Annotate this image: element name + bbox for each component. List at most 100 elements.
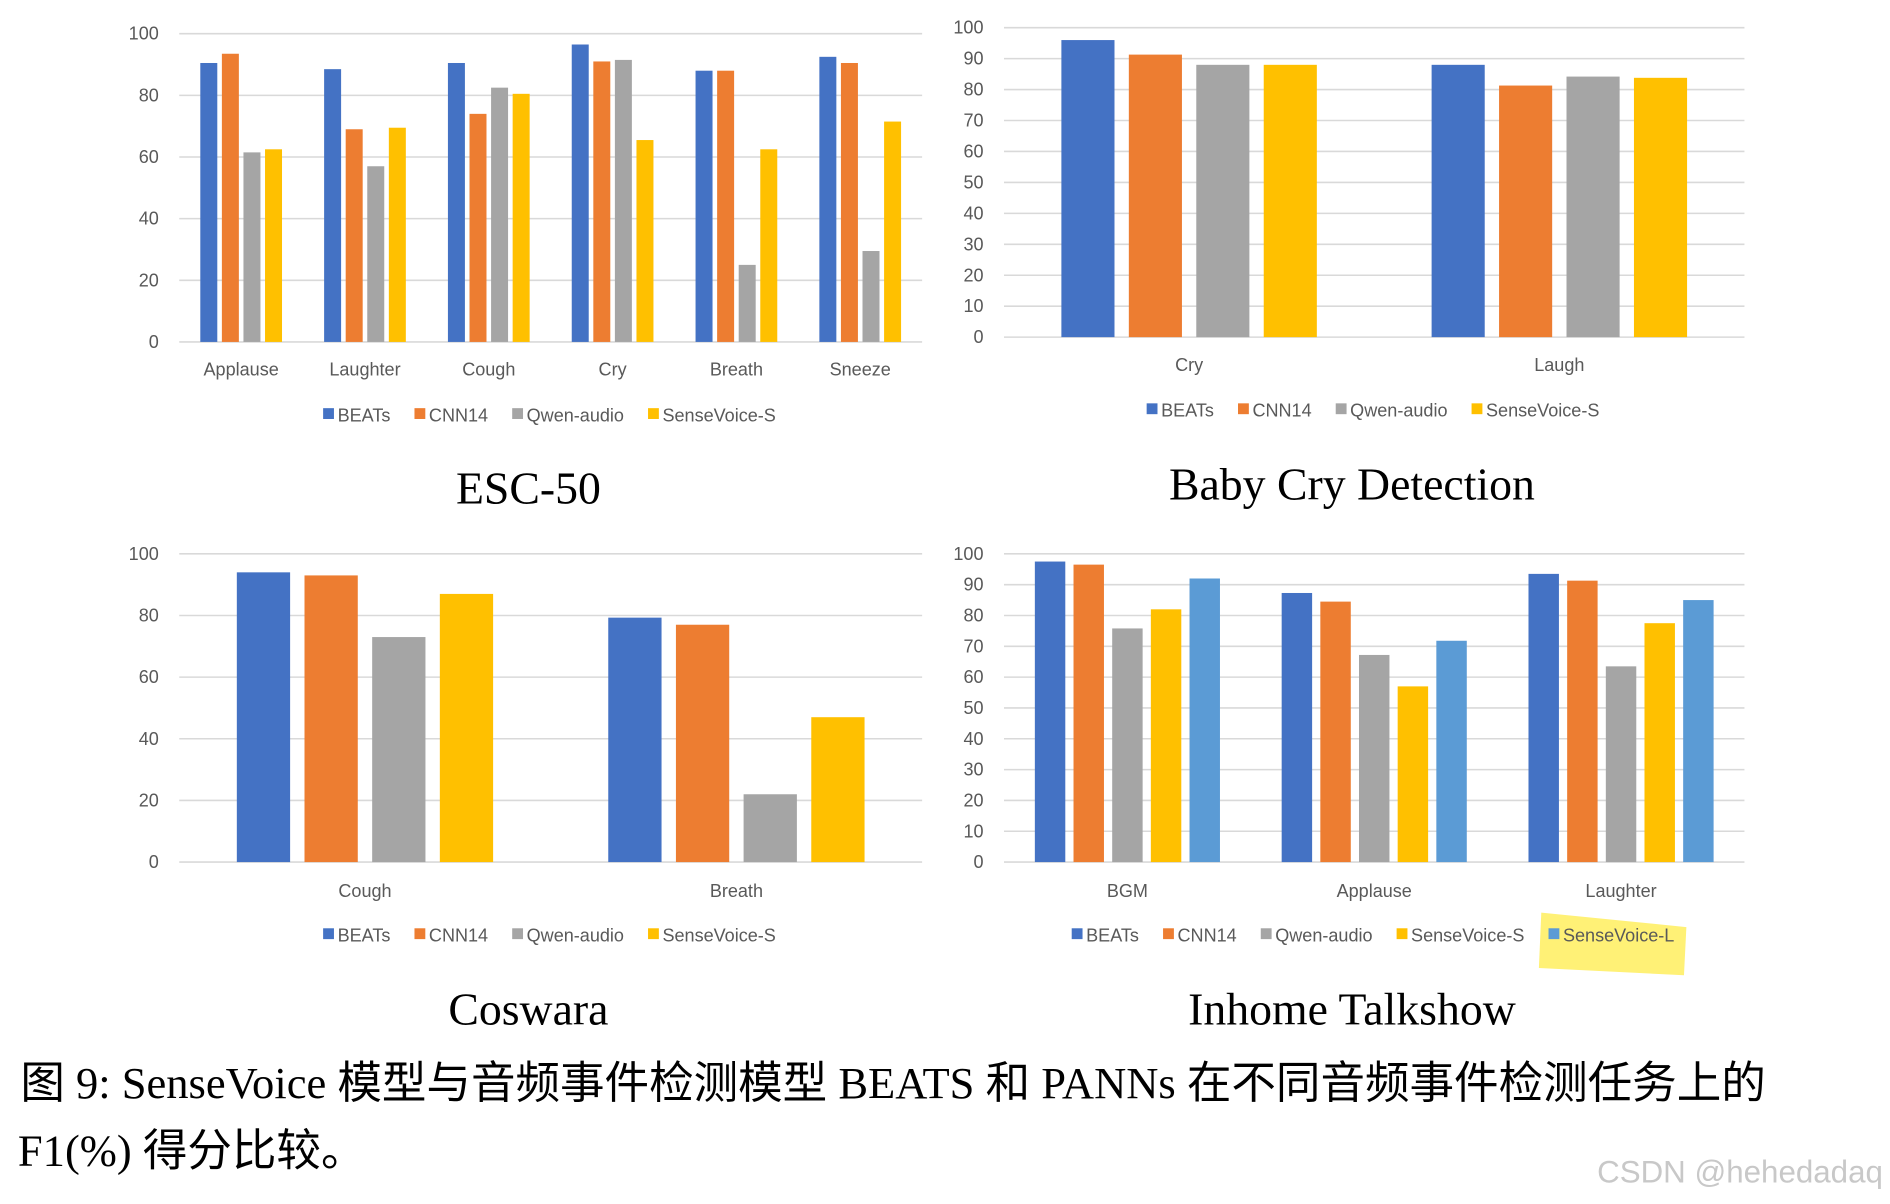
legend-swatch-beats bbox=[1146, 403, 1158, 415]
x-tick-label: Cough bbox=[338, 881, 391, 901]
bar-cnn14-sneeze bbox=[840, 62, 858, 342]
bar-cnn14-applause bbox=[1320, 601, 1351, 863]
bar-qwen-audio-applause bbox=[243, 152, 261, 342]
legend-label: CNN14 bbox=[1252, 401, 1311, 421]
x-tick-label: Cry bbox=[1175, 355, 1203, 375]
legend-swatch-beats bbox=[323, 928, 334, 940]
chart-baby-cry-detection: 0 10 20 30 40 50 60 70 80 90 100 Cry Laugh BEATs CNN14… bbox=[953, 18, 1745, 510]
legend-swatch-sensevoice-s bbox=[648, 408, 659, 419]
y-tick-label: 90 bbox=[963, 49, 983, 69]
bar-sensevoice-s-breath bbox=[811, 717, 865, 863]
y-tick-label: 60 bbox=[963, 667, 983, 687]
highlight-mark bbox=[1538, 912, 1687, 976]
bar-beats-bgm bbox=[1034, 561, 1066, 863]
legend-label: SenseVoice-S bbox=[1486, 401, 1599, 421]
legend: BEATs CNN14 Qwen-audio SenseVoice-S bbox=[323, 926, 776, 946]
bar-sensevoice-s-cough bbox=[512, 93, 530, 342]
legend-label: BEATs bbox=[338, 405, 391, 425]
bar-beats-cough bbox=[447, 62, 465, 342]
y-tick-label: 80 bbox=[963, 606, 983, 626]
x-tick-label: Laughter bbox=[1585, 881, 1656, 901]
legend: BEATs CNN14 Qwen-audio SenseVoice-S SenseVoi… bbox=[1071, 912, 1687, 976]
bar-cnn14-bgm bbox=[1073, 564, 1104, 863]
y-tick-label: 0 bbox=[149, 332, 159, 352]
bar-sensevoice-l-bgm bbox=[1189, 578, 1220, 863]
bar-qwen-audio-sneeze bbox=[862, 251, 880, 342]
x-tick-label: Laughter bbox=[329, 360, 400, 380]
legend-swatch-sensevoice-s bbox=[648, 928, 659, 940]
bar-qwen-audio-bgm bbox=[1112, 628, 1143, 863]
x-tick-label: Breath bbox=[710, 881, 763, 901]
bar-sensevoice-s-breath bbox=[760, 149, 778, 342]
caption-line-1: 图 9: SenseVoice 模型与音频事件检测模型 BEATS 和 PANN… bbox=[20, 1058, 1765, 1108]
bar-sensevoice-s-laughter bbox=[1644, 623, 1675, 863]
y-tick-label: 10 bbox=[963, 296, 983, 316]
y-tick-label: 40 bbox=[139, 729, 159, 749]
bar-beats-breath bbox=[695, 70, 713, 342]
y-tick-label: 40 bbox=[963, 203, 983, 223]
bar-sensevoice-s-cough bbox=[439, 593, 494, 863]
y-tick-label: 70 bbox=[963, 636, 983, 656]
chart-title: Baby Cry Detection bbox=[1169, 459, 1535, 510]
y-tick-label: 60 bbox=[139, 667, 159, 687]
legend-label: SenseVoice-S bbox=[1411, 926, 1524, 946]
chart-inhome-talkshow: 0 10 20 30 40 50 60 70 80 90 100 BGM Applause Laughte… bbox=[953, 544, 1745, 1035]
bar-beats-applause bbox=[1281, 592, 1313, 863]
bar-sensevoice-s-cry bbox=[1263, 64, 1317, 338]
legend-label: Qwen-audio bbox=[527, 405, 624, 425]
y-tick-label: 20 bbox=[139, 270, 159, 290]
legend-swatch-qwen-audio bbox=[1335, 403, 1347, 415]
x-tick-label: Applause bbox=[1337, 881, 1412, 901]
y-tick-label: 100 bbox=[953, 544, 983, 564]
legend-swatch-beats bbox=[1071, 928, 1083, 940]
bar-sensevoice-s-sneeze bbox=[884, 121, 902, 342]
y-tick-label: 100 bbox=[129, 24, 159, 44]
legend-label: Qwen-audio bbox=[1350, 401, 1447, 421]
legend-label: CNN14 bbox=[429, 926, 488, 946]
bar-cnn14-applause bbox=[221, 53, 239, 342]
watermark: CSDN @hehedadaq bbox=[1597, 1154, 1883, 1189]
bar-cnn14-breath bbox=[675, 624, 730, 863]
y-tick-label: 60 bbox=[139, 147, 159, 167]
bar-cnn14-cry bbox=[1128, 54, 1182, 338]
x-tick-label: Laugh bbox=[1534, 355, 1584, 375]
legend-label: SenseVoice-L bbox=[1563, 926, 1674, 946]
bar-cnn14-laugh bbox=[1499, 85, 1553, 338]
y-tick-label: 20 bbox=[963, 790, 983, 810]
bar-beats-laughter bbox=[1528, 573, 1559, 863]
y-tick-label: 50 bbox=[963, 698, 983, 718]
legend-swatch-sensevoice-s bbox=[1396, 928, 1408, 940]
bar-cnn14-laughter bbox=[345, 129, 363, 342]
legend-swatch-qwen-audio bbox=[512, 408, 524, 419]
bar-beats-laugh bbox=[1431, 64, 1485, 338]
bar-sensevoice-s-laugh bbox=[1633, 77, 1688, 338]
legend-swatch-qwen-audio bbox=[1260, 928, 1272, 940]
legend-swatch-qwen-audio bbox=[512, 928, 524, 940]
chart-esc-50: 0 20 40 60 80 100 Applause Laughter Cough Cry Brea… bbox=[129, 24, 923, 513]
bar-cnn14-laughter bbox=[1567, 580, 1598, 863]
legend-label: SenseVoice-S bbox=[662, 926, 775, 946]
legend-label: CNN14 bbox=[429, 405, 488, 425]
legend-label: Qwen-audio bbox=[527, 926, 624, 946]
legend-label: Qwen-audio bbox=[1275, 926, 1372, 946]
chart-title: ESC-50 bbox=[456, 462, 601, 513]
legend-label: CNN14 bbox=[1178, 926, 1237, 946]
y-tick-label: 100 bbox=[953, 18, 983, 38]
legend-swatch-sensevoice-l bbox=[1548, 928, 1560, 940]
bar-beats-laughter bbox=[324, 69, 342, 342]
x-tick-label: Breath bbox=[710, 360, 763, 380]
legend-label: BEATs bbox=[338, 926, 391, 946]
bar-cnn14-cough bbox=[304, 575, 358, 863]
bar-beats-cry bbox=[571, 44, 589, 342]
y-tick-label: 80 bbox=[139, 606, 159, 626]
bar-sensevoice-s-laughter bbox=[388, 127, 406, 342]
bar-qwen-audio-cry bbox=[614, 59, 632, 342]
y-tick-label: 70 bbox=[963, 111, 983, 131]
bar-sensevoice-l-applause bbox=[1436, 640, 1467, 863]
legend-swatch-cnn14 bbox=[1163, 928, 1174, 940]
bar-sensevoice-s-applause bbox=[265, 149, 283, 342]
legend-swatch-cnn14 bbox=[414, 408, 426, 419]
y-tick-label: 0 bbox=[973, 327, 983, 347]
